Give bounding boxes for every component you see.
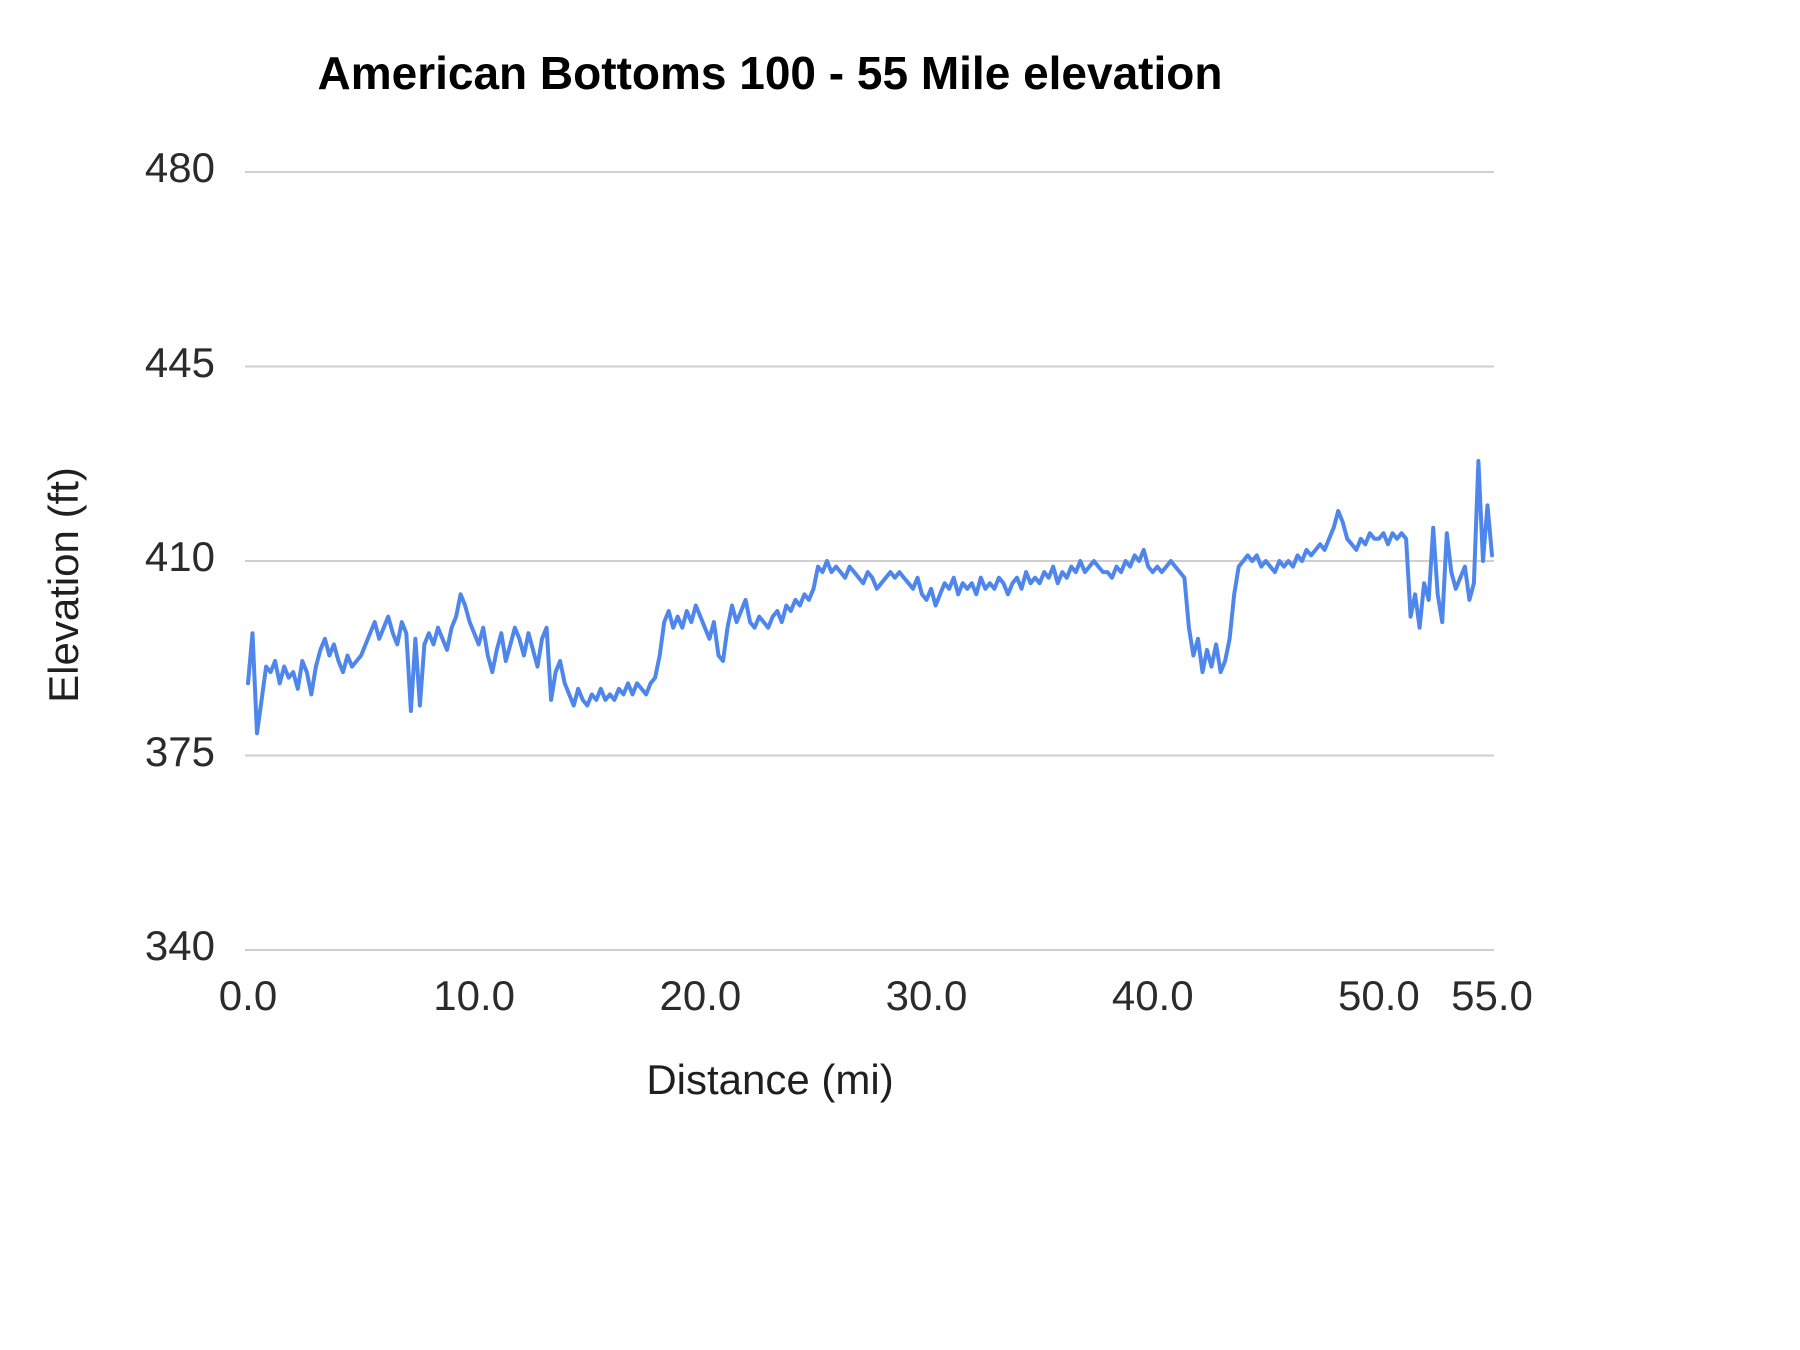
x-tick-label: 50.0 <box>1338 972 1420 1019</box>
y-tick-label: 375 <box>144 727 215 775</box>
y-tick-label: 445 <box>144 338 215 386</box>
x-tick-label: 40.0 <box>1111 972 1194 1019</box>
chart-title: American Bottoms 100 - 55 Mile elevation <box>317 47 1223 99</box>
x-axis-title: Distance (mi) <box>646 1056 894 1103</box>
x-tick-label: 30.0 <box>885 972 968 1019</box>
y-tick-label: 480 <box>144 144 215 191</box>
x-tick-label: 0.0 <box>218 972 278 1019</box>
x-tick-label: 10.0 <box>433 972 516 1019</box>
y-tick-label: 340 <box>144 922 215 969</box>
elevation-line <box>246 459 1494 736</box>
y-tick-label: 410 <box>144 533 215 580</box>
x-tick-label: 55.0 <box>1451 972 1533 1019</box>
x-tick-label: 20.0 <box>659 972 742 1019</box>
